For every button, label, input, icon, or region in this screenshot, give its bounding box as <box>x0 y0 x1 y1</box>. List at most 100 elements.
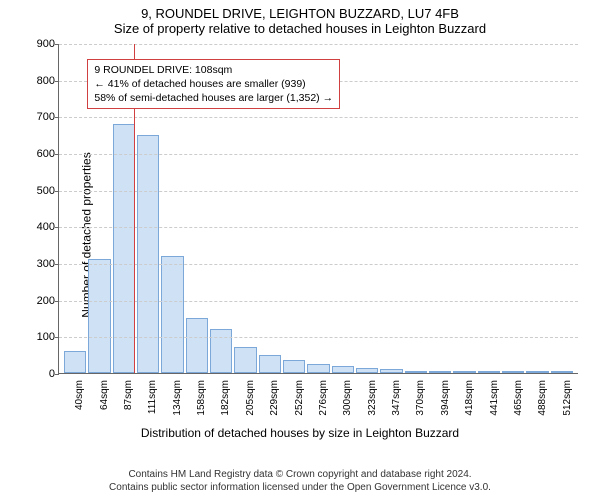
gridline <box>59 154 578 155</box>
histogram-bar <box>88 259 110 373</box>
x-tick: 276sqm <box>306 378 330 430</box>
y-tick-mark <box>55 374 59 375</box>
footer-line-1: Contains HM Land Registry data © Crown c… <box>0 468 600 481</box>
x-tick: 441sqm <box>476 378 500 430</box>
x-tick: 40sqm <box>62 378 86 430</box>
x-tick-label: 64sqm <box>99 380 110 410</box>
x-tick-label: 300sqm <box>342 380 353 416</box>
x-tick-label: 182sqm <box>220 380 231 416</box>
histogram-bar <box>210 329 232 373</box>
x-tick-label: 40sqm <box>74 380 85 410</box>
x-tick-label: 347sqm <box>391 380 402 416</box>
x-tick-label: 229sqm <box>269 380 280 416</box>
histogram-bar <box>161 256 183 373</box>
histogram-bar <box>186 318 208 373</box>
histogram-bar <box>234 347 256 373</box>
x-tick-label: 111sqm <box>147 380 158 414</box>
annotation-box: 9 ROUNDEL DRIVE: 108sqm← 41% of detached… <box>87 59 340 110</box>
y-tick-mark <box>55 301 59 302</box>
x-tick: 512sqm <box>550 378 574 430</box>
histogram-bar <box>380 369 402 373</box>
plot-area: 01002003004005006007008009009 ROUNDEL DR… <box>58 44 578 374</box>
x-axis-label: Distribution of detached houses by size … <box>0 426 600 440</box>
y-tick-label: 800 <box>21 75 55 87</box>
page-subtitle: Size of property relative to detached ho… <box>0 21 600 36</box>
x-tick-label: 370sqm <box>415 380 426 416</box>
gridline <box>59 264 578 265</box>
histogram-bar <box>113 124 135 373</box>
chart-container: Number of detached properties 0100200300… <box>0 40 600 430</box>
y-tick-label: 100 <box>21 331 55 343</box>
x-tick: 182sqm <box>208 378 232 430</box>
x-tick-label: 252sqm <box>294 380 305 416</box>
histogram-bar <box>502 371 524 373</box>
y-tick-mark <box>55 264 59 265</box>
gridline <box>59 117 578 118</box>
x-tick: 205sqm <box>233 378 257 430</box>
x-tick-label: 441sqm <box>489 380 500 416</box>
x-tick-label: 87sqm <box>123 380 134 410</box>
x-tick: 347sqm <box>379 378 403 430</box>
x-tick-label: 323sqm <box>367 380 378 416</box>
gridline <box>59 191 578 192</box>
histogram-bar <box>259 355 281 373</box>
annotation-line: 9 ROUNDEL DRIVE: 108sqm <box>94 63 333 77</box>
x-tick-label: 512sqm <box>562 380 573 416</box>
x-tick: 111sqm <box>135 378 159 430</box>
x-tick-label: 205sqm <box>245 380 256 416</box>
y-tick-label: 900 <box>21 38 55 50</box>
gridline <box>59 44 578 45</box>
y-tick-mark <box>55 117 59 118</box>
annotation-line: ← 41% of detached houses are smaller (93… <box>94 77 333 91</box>
y-tick-label: 700 <box>21 111 55 123</box>
x-tick: 229sqm <box>257 378 281 430</box>
histogram-bar <box>429 371 451 373</box>
y-tick-mark <box>55 44 59 45</box>
x-tick: 87sqm <box>111 378 135 430</box>
x-tick-label: 158sqm <box>196 380 207 416</box>
histogram-bar <box>453 371 475 373</box>
x-tick: 418sqm <box>452 378 476 430</box>
gridline <box>59 337 578 338</box>
x-tick: 394sqm <box>428 378 452 430</box>
histogram-bar <box>307 364 329 373</box>
y-tick-label: 400 <box>21 221 55 233</box>
y-tick-mark <box>55 154 59 155</box>
histogram-bar <box>551 371 573 373</box>
histogram-bar <box>526 371 548 373</box>
histogram-bar <box>283 360 305 373</box>
gridline <box>59 301 578 302</box>
y-tick-mark <box>55 191 59 192</box>
histogram-bar <box>405 371 427 373</box>
histogram-bar <box>332 366 354 373</box>
footer-line-2: Contains public sector information licen… <box>0 481 600 494</box>
x-tick: 465sqm <box>501 378 525 430</box>
x-tick-label: 134sqm <box>172 380 183 416</box>
y-tick-label: 200 <box>21 295 55 307</box>
x-tick-label: 465sqm <box>513 380 524 416</box>
y-tick-label: 300 <box>21 258 55 270</box>
x-tick: 323sqm <box>355 378 379 430</box>
page-title: 9, ROUNDEL DRIVE, LEIGHTON BUZZARD, LU7 … <box>0 6 600 21</box>
y-tick-label: 600 <box>21 148 55 160</box>
y-tick-mark <box>55 337 59 338</box>
x-tick: 64sqm <box>86 378 110 430</box>
x-ticks: 40sqm 64sqm 87sqm 111sqm 134sqm 158sqm 182sqm 2… <box>58 378 578 430</box>
y-tick-mark <box>55 81 59 82</box>
x-tick: 134sqm <box>160 378 184 430</box>
annotation-line: 58% of semi-detached houses are larger (… <box>94 91 333 105</box>
x-tick-label: 488sqm <box>537 380 548 416</box>
x-tick: 488sqm <box>525 378 549 430</box>
x-tick: 158sqm <box>184 378 208 430</box>
histogram-bar <box>356 368 378 374</box>
x-tick-label: 276sqm <box>318 380 329 416</box>
x-tick: 300sqm <box>330 378 354 430</box>
y-tick-mark <box>55 227 59 228</box>
x-tick: 370sqm <box>403 378 427 430</box>
histogram-bar <box>478 371 500 373</box>
gridline <box>59 227 578 228</box>
x-tick-label: 394sqm <box>440 380 451 416</box>
footer-attribution: Contains HM Land Registry data © Crown c… <box>0 464 600 500</box>
histogram-bar <box>64 351 86 373</box>
y-tick-label: 500 <box>21 185 55 197</box>
